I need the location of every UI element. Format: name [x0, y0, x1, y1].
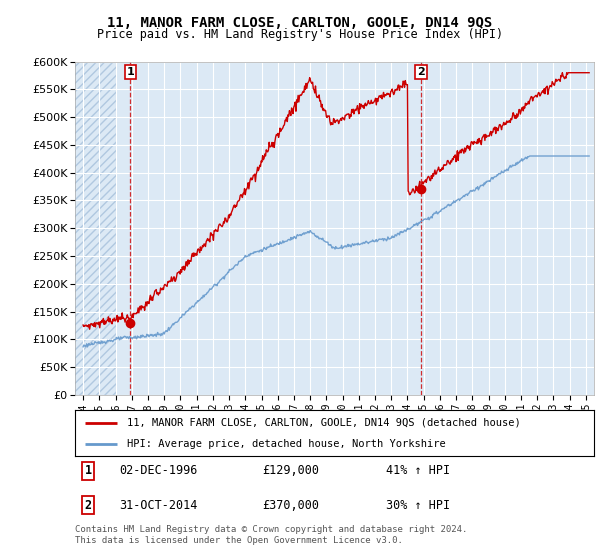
Text: 30% ↑ HPI: 30% ↑ HPI	[386, 498, 451, 512]
Text: 41% ↑ HPI: 41% ↑ HPI	[386, 464, 451, 478]
Text: 1: 1	[85, 464, 92, 478]
Text: 02-DEC-1996: 02-DEC-1996	[119, 464, 197, 478]
Text: 1: 1	[127, 67, 134, 77]
Text: 2: 2	[417, 67, 425, 77]
Text: Contains HM Land Registry data © Crown copyright and database right 2024.
This d: Contains HM Land Registry data © Crown c…	[75, 525, 467, 545]
Text: Price paid vs. HM Land Registry's House Price Index (HPI): Price paid vs. HM Land Registry's House …	[97, 28, 503, 41]
Text: 11, MANOR FARM CLOSE, CARLTON, GOOLE, DN14 9QS: 11, MANOR FARM CLOSE, CARLTON, GOOLE, DN…	[107, 16, 493, 30]
Text: 11, MANOR FARM CLOSE, CARLTON, GOOLE, DN14 9QS (detached house): 11, MANOR FARM CLOSE, CARLTON, GOOLE, DN…	[127, 418, 521, 428]
Text: £370,000: £370,000	[262, 498, 319, 512]
Polygon shape	[75, 62, 116, 395]
Text: HPI: Average price, detached house, North Yorkshire: HPI: Average price, detached house, Nort…	[127, 439, 446, 449]
Text: 31-OCT-2014: 31-OCT-2014	[119, 498, 197, 512]
Text: £129,000: £129,000	[262, 464, 319, 478]
Text: 2: 2	[85, 498, 92, 512]
